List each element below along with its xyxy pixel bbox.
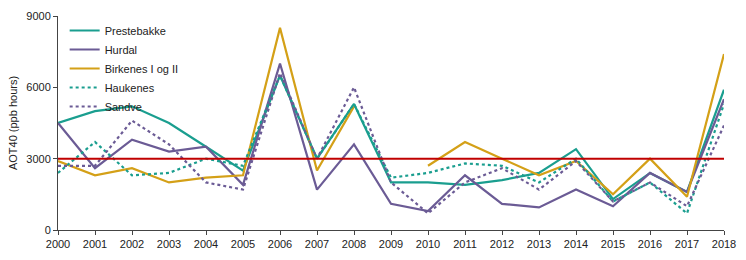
svg-text:2002: 2002	[120, 238, 144, 250]
svg-text:2016: 2016	[638, 238, 662, 250]
svg-text:2003: 2003	[157, 238, 181, 250]
svg-text:2013: 2013	[527, 238, 551, 250]
svg-text:2007: 2007	[305, 238, 329, 250]
svg-text:Birkenes I og II: Birkenes I og II	[105, 63, 178, 75]
svg-text:2008: 2008	[342, 238, 366, 250]
svg-text:Hurdal: Hurdal	[105, 44, 137, 56]
svg-text:6000: 6000	[26, 81, 50, 93]
svg-text:9000: 9000	[26, 10, 50, 22]
svg-text:2006: 2006	[268, 238, 292, 250]
svg-text:2010: 2010	[416, 238, 440, 250]
svg-text:2001: 2001	[83, 238, 107, 250]
svg-text:2000: 2000	[46, 238, 70, 250]
svg-text:Prestebakke: Prestebakke	[105, 25, 166, 37]
svg-text:2011: 2011	[453, 238, 477, 250]
svg-text:2015: 2015	[601, 238, 625, 250]
svg-text:Sandve: Sandve	[105, 101, 142, 113]
svg-text:2012: 2012	[490, 238, 514, 250]
svg-text:3000: 3000	[26, 153, 50, 165]
svg-text:Haukenes: Haukenes	[105, 82, 155, 94]
svg-text:AOT40 (ppb hours): AOT40 (ppb hours)	[7, 76, 19, 170]
svg-text:2009: 2009	[379, 238, 403, 250]
svg-text:2005: 2005	[231, 238, 255, 250]
svg-text:0: 0	[45, 224, 51, 236]
svg-text:2018: 2018	[712, 238, 736, 250]
svg-text:2017: 2017	[675, 238, 699, 250]
svg-text:2014: 2014	[564, 238, 588, 250]
svg-text:2004: 2004	[194, 238, 218, 250]
